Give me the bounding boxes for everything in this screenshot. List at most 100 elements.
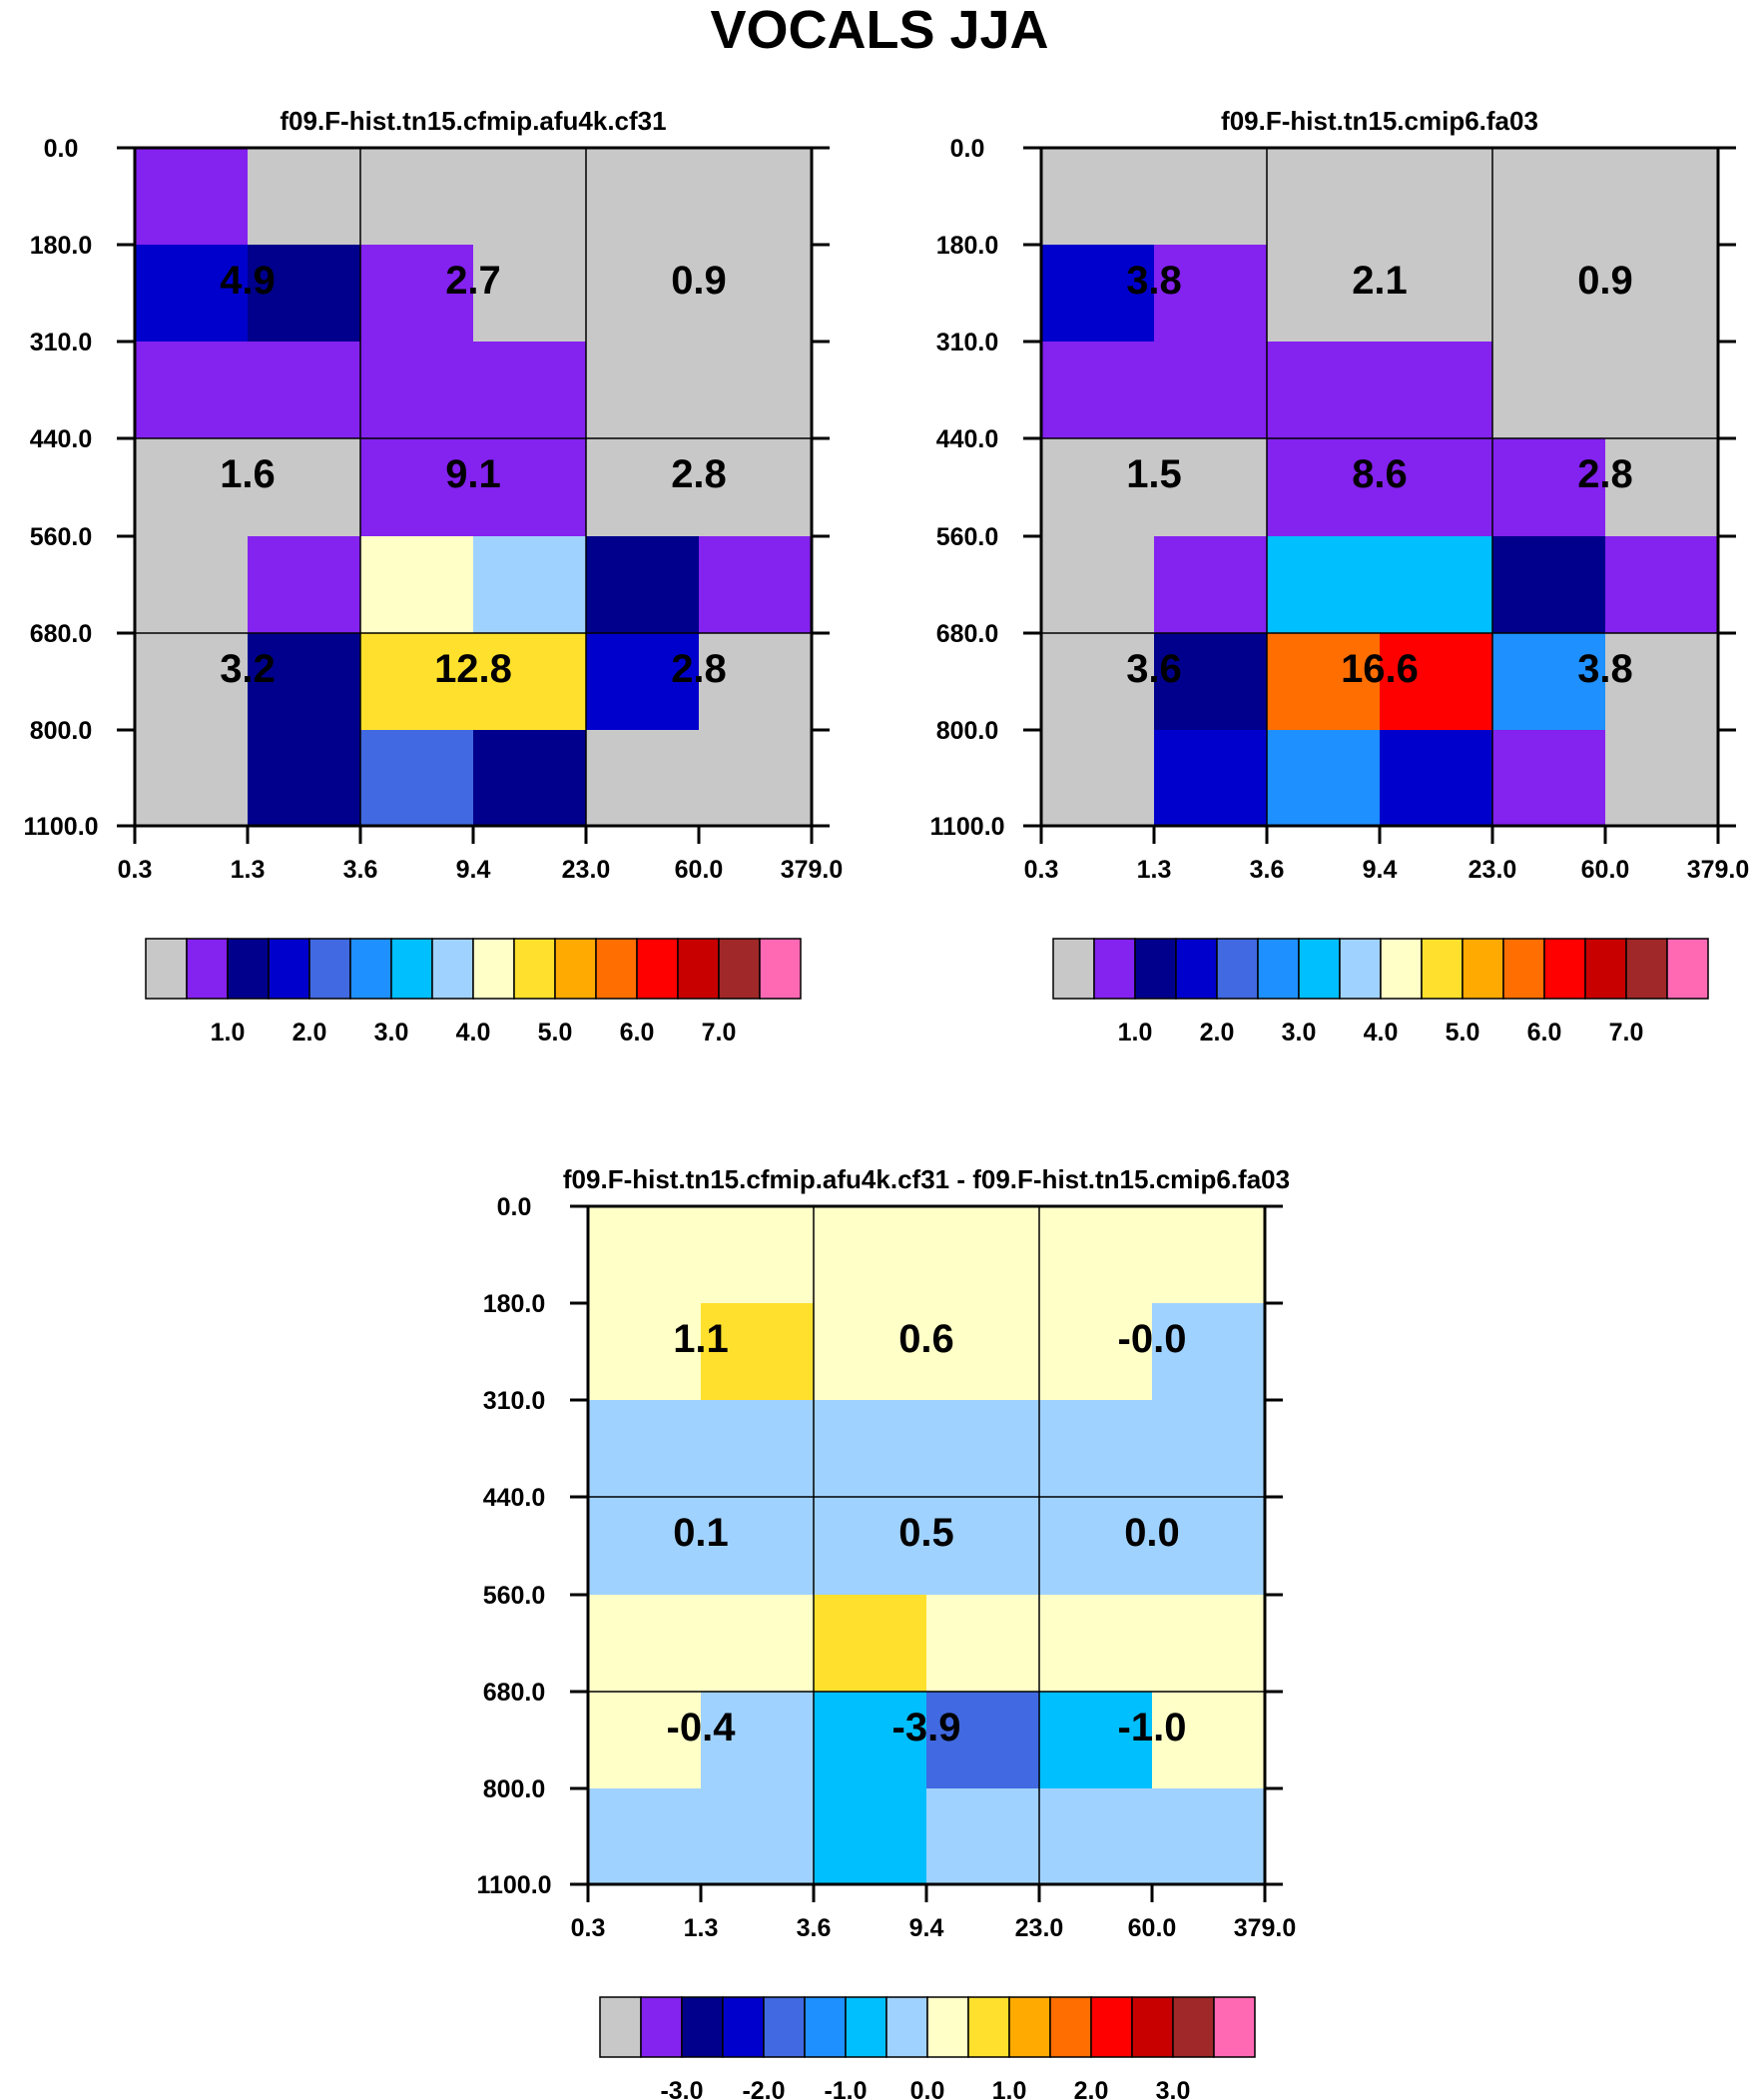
x-tick-label: 60.0 — [1581, 856, 1630, 884]
heatmap-cell — [1380, 148, 1493, 246]
heatmap-cell — [701, 1400, 815, 1498]
colorbar-label: -2.0 — [742, 2077, 785, 2100]
cell-value-label: 1.5 — [1126, 452, 1182, 496]
colorbar-box — [1462, 938, 1504, 1000]
colorbar-box — [1543, 938, 1586, 1000]
colorbar-box — [1257, 938, 1300, 1000]
heatmap-cell — [1605, 438, 1719, 537]
heatmap-cell — [1154, 245, 1268, 343]
heatmap-cell — [1152, 1303, 1266, 1401]
colorbar-box — [145, 938, 188, 1000]
heatmap-cell — [1267, 245, 1381, 343]
colorbar-box — [308, 938, 351, 1000]
panel-right: f09.F-hist.tn15.cmip6.fa03 0.0 180.0 310.0 4… — [929, 106, 1749, 1047]
cell-value-label: 3.8 — [1126, 259, 1182, 303]
heatmap-cell — [926, 1400, 1040, 1498]
heatmap-cell — [814, 1303, 927, 1401]
colorbar-box — [1093, 938, 1136, 1000]
heatmap-cell — [699, 148, 813, 246]
heatmap-cell — [1154, 438, 1268, 537]
heatmap-cell — [1492, 633, 1606, 731]
heatmap-cell — [1492, 730, 1606, 827]
y-tick-label: 560.0 — [30, 523, 93, 551]
x-tick-label: 3.6 — [797, 1914, 832, 1942]
colorbar-box — [1502, 938, 1545, 1000]
y-tick-label: 0.0 — [44, 135, 79, 163]
y-tick-label: 560.0 — [936, 523, 999, 551]
heatmap-cell — [814, 1497, 927, 1596]
heatmap-cell — [1152, 1400, 1266, 1498]
heatmap-cell — [1380, 438, 1493, 537]
y-tick-label: 800.0 — [30, 717, 93, 745]
heatmap-cell — [586, 342, 700, 439]
heatmap-cell — [1039, 1303, 1153, 1401]
cell-value-label: -0.0 — [1118, 1317, 1187, 1361]
colorbar-box — [349, 938, 392, 1000]
y-tick-label: 680.0 — [936, 620, 999, 648]
heatmap-cell — [1154, 730, 1268, 827]
y-tick-label: 800.0 — [483, 1775, 546, 1803]
x-tick-label: 60.0 — [675, 856, 724, 884]
heatmap-cell — [701, 1206, 815, 1304]
cell-value-label: -1.0 — [1118, 1706, 1187, 1750]
colorbar-box — [1216, 938, 1259, 1000]
colorbar-box — [1666, 938, 1709, 1000]
x-tick-label: 379.0 — [781, 856, 844, 884]
heatmap-cell — [1605, 633, 1719, 731]
heatmap-cell — [926, 1692, 1040, 1789]
colorbar-box — [268, 938, 310, 1000]
heatmap-cell — [248, 438, 361, 537]
heatmap-cell — [1041, 245, 1155, 343]
colorbar-label: 3.0 — [374, 1019, 409, 1047]
heatmap-cell — [473, 438, 587, 537]
colorbar-label: 4.0 — [1364, 1019, 1399, 1047]
x-tick-label: 0.3 — [118, 856, 153, 884]
heatmap-cell — [1267, 536, 1381, 634]
heatmap-cell — [1605, 342, 1719, 439]
y-tick-label: 310.0 — [483, 1387, 546, 1415]
colorbar-box — [1049, 1996, 1092, 2058]
cell-value-label: 2.7 — [445, 259, 501, 303]
heatmap-cell — [586, 633, 700, 731]
y-tick-label: 440.0 — [483, 1484, 546, 1512]
heatmap-cell — [701, 1788, 815, 1885]
heatmap-cell — [248, 633, 361, 731]
x-tick-label: 3.6 — [343, 856, 378, 884]
colorbar-box — [677, 938, 720, 1000]
colorbar-box — [1134, 938, 1177, 1000]
heatmap-cell — [473, 245, 587, 343]
colorbar-box — [1339, 938, 1382, 1000]
heatmap-cell — [360, 245, 474, 343]
heatmap-cell — [586, 536, 700, 634]
y-tick-label: 440.0 — [936, 425, 999, 453]
heatmap-cell — [1492, 438, 1606, 537]
heatmap-cell — [1152, 1497, 1266, 1596]
colorbar-box — [1131, 1996, 1174, 2058]
y-tick-label: 180.0 — [936, 232, 999, 260]
heatmap-cell — [1039, 1788, 1153, 1885]
cell-value-label: 4.9 — [220, 259, 276, 303]
heatmap-cell — [248, 536, 361, 634]
y-tick-label: 680.0 — [483, 1679, 546, 1707]
cell-value-label: 0.0 — [1124, 1511, 1180, 1555]
cell-value-label: 12.8 — [434, 647, 512, 691]
heatmap-cell — [926, 1788, 1040, 1885]
colorbar-box — [967, 1996, 1010, 2058]
heatmap-cell — [588, 1692, 702, 1789]
y-tick-label: 1100.0 — [23, 813, 98, 841]
colorbar-label: 6.0 — [1527, 1019, 1562, 1047]
heatmap-cell — [588, 1497, 702, 1596]
cell-value-label: 2.8 — [671, 452, 727, 496]
y-tick-label: 0.0 — [497, 1193, 532, 1221]
y-tick-label: 1100.0 — [929, 813, 1004, 841]
heatmap-cell — [473, 633, 587, 731]
heatmap-cell — [360, 148, 474, 246]
colorbar-box — [554, 938, 597, 1000]
plot-title: f09.F-hist.tn15.cmip6.fa03 — [1221, 106, 1538, 136]
x-tick-label: 1.3 — [1137, 856, 1172, 884]
heatmap-cell — [1039, 1400, 1153, 1498]
x-tick-label: 23.0 — [562, 856, 611, 884]
colorbar-label: 7.0 — [702, 1019, 737, 1047]
heatmap-cell — [586, 245, 700, 343]
x-tick-label: 23.0 — [1468, 856, 1517, 884]
